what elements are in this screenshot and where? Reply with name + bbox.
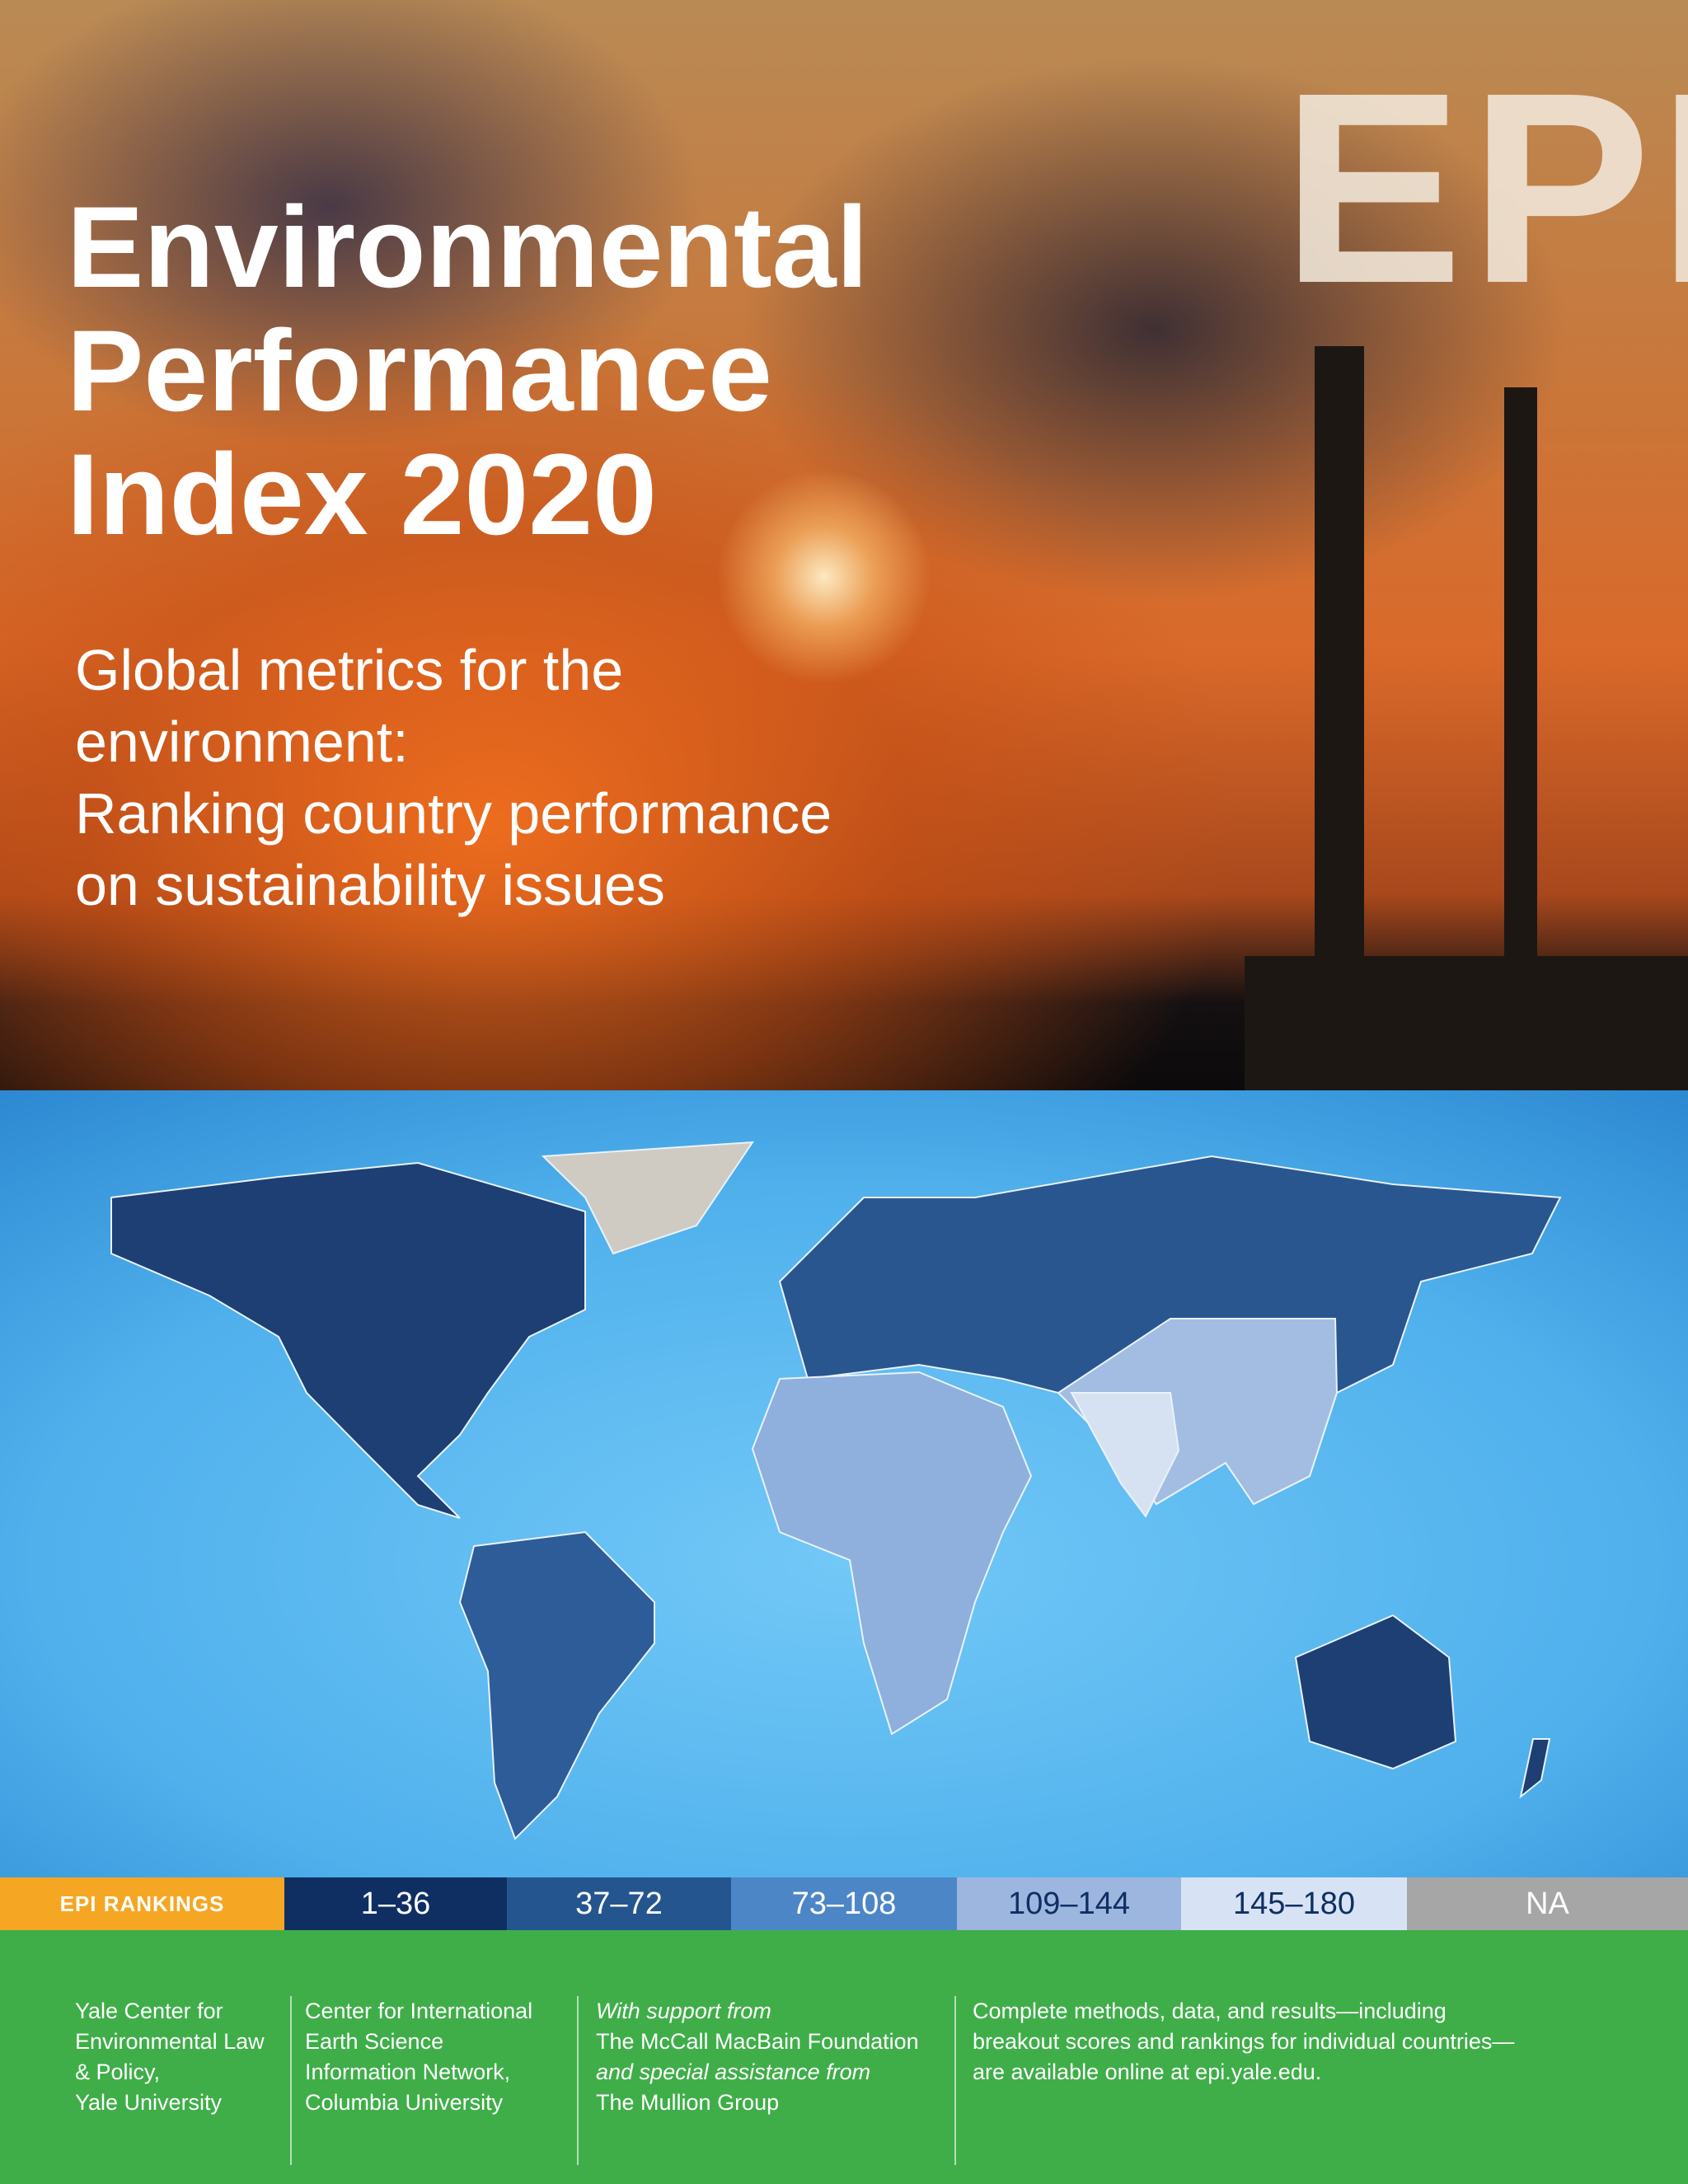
smokestack [1315, 346, 1364, 972]
australia [1294, 1614, 1457, 1770]
footer-line: Yale University [75, 2090, 223, 2115]
world-map [0, 1090, 1688, 1877]
footer-line: Complete methods, data, and results—incl… [973, 1999, 1447, 2023]
footer-line: Information Network, [305, 2060, 511, 2084]
footer-line: With support from [596, 1999, 771, 2023]
footer-line: & Policy, [75, 2060, 161, 2084]
subtitle-line: environment: [75, 710, 409, 774]
title-line: Environmental [67, 182, 869, 312]
footer-column: With support from The McCall MacBain Fou… [596, 1996, 919, 2118]
subtitle: Global metrics for the environment: Rank… [75, 635, 832, 921]
legend-item: 1–36 [284, 1877, 507, 1930]
legend-item: NA [1407, 1877, 1688, 1930]
title-line: Performance [67, 306, 772, 435]
footer-column: Complete methods, data, and results—incl… [973, 1996, 1514, 2088]
legend-item: 145–180 [1181, 1877, 1407, 1930]
footer-line: and special assistance from [596, 2060, 871, 2084]
smokestack [1504, 387, 1537, 964]
legend-item: 73–108 [731, 1877, 957, 1930]
divider [290, 1996, 292, 2165]
hero-photo: EPI Environmental Performance Index 2020… [0, 0, 1688, 1090]
legend-item: 109–144 [957, 1877, 1181, 1930]
title-line: Index 2020 [67, 429, 657, 559]
india [1070, 1392, 1180, 1518]
footer-line: are available online at epi.yale.edu. [973, 2060, 1322, 2084]
divider [577, 1996, 579, 2165]
footer-line: The McCall MacBain Foundation [596, 2029, 919, 2054]
factory [1245, 956, 1688, 1090]
footer-line: Center for International [305, 1999, 533, 2023]
logo: EPI [1282, 35, 1688, 340]
subtitle-line: Ranking country performance [75, 781, 832, 846]
subtitle-line: Global metrics for the [75, 638, 624, 702]
greenland [541, 1141, 754, 1255]
legend: EPI RANKINGS 1–36 37–72 73–108 109–144 1… [0, 1877, 1688, 1930]
footer-column: Center for International Earth Science I… [305, 1996, 532, 2118]
north-america [110, 1161, 586, 1519]
footer-line: Environmental Law [75, 2029, 265, 2054]
divider [954, 1996, 956, 2165]
footer-line: The Mullion Group [596, 2090, 780, 2115]
south-america [458, 1530, 655, 1840]
footer-line: Yale Center for [75, 1999, 223, 2023]
legend-label: EPI RANKINGS [0, 1877, 284, 1930]
title: Environmental Performance Index 2020 [67, 185, 868, 556]
subtitle-line: on sustainability issues [75, 853, 665, 917]
footer: Yale Center for Environmental Law & Poli… [0, 1930, 1688, 2184]
footer-line: breakout scores and rankings for individ… [973, 2029, 1515, 2054]
footer-line: Columbia University [305, 2090, 504, 2115]
footer-line: Earth Science [305, 2029, 444, 2054]
footer-column: Yale Center for Environmental Law & Poli… [75, 1996, 265, 2118]
legend-item: 37–72 [507, 1877, 731, 1930]
new-zealand [1519, 1738, 1551, 1799]
africa [751, 1371, 1033, 1736]
